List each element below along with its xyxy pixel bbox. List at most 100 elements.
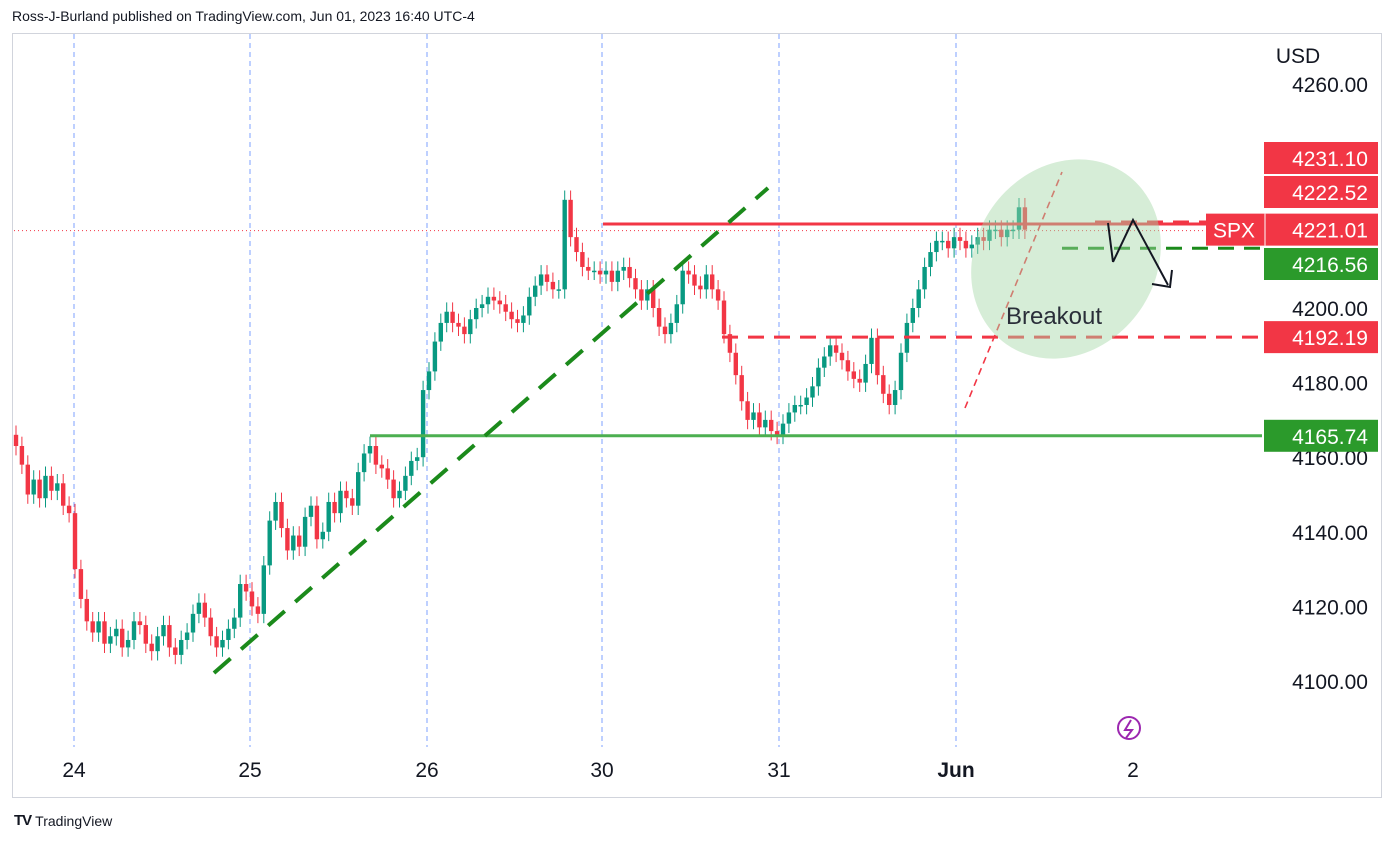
candle-body — [544, 274, 550, 282]
candle-body — [934, 240, 939, 253]
candle-body — [999, 229, 1004, 238]
candle-body — [184, 632, 190, 640]
candle-body — [833, 345, 839, 353]
candle-body — [538, 274, 544, 286]
vertical-gridlines — [73, 34, 957, 747]
candle-body — [615, 270, 620, 282]
candle-body — [468, 319, 473, 335]
candle-body — [314, 505, 320, 540]
steep-trendline — [964, 171, 1063, 409]
candle-body — [533, 285, 538, 297]
candle-body — [1022, 207, 1028, 230]
x-tick-label: 26 — [415, 759, 438, 782]
price-label: 4216.56 — [1264, 248, 1378, 280]
candle-body — [361, 453, 367, 473]
candle-body — [592, 270, 597, 273]
candle-body — [66, 505, 72, 514]
candle-body — [946, 240, 951, 249]
price-labels: 4231.10 4222.52 SPX 4221.01 4216.56 4192.19 41… — [1206, 142, 1378, 452]
drawing-overlays: Breakout — [212, 159, 1262, 740]
candle-body — [721, 300, 727, 335]
candle-body — [556, 289, 561, 291]
candle-body — [196, 602, 202, 614]
candle-body — [1010, 229, 1016, 232]
candle-body — [491, 296, 497, 301]
candle-body — [232, 617, 237, 629]
candle-body — [739, 375, 744, 402]
candle-body — [474, 308, 479, 320]
candle-body — [19, 446, 25, 465]
candle-body — [898, 352, 904, 391]
candle-body — [190, 613, 196, 633]
candle-body — [710, 274, 715, 290]
breakout-zone — [971, 159, 1161, 359]
tradingview-brand: TradingView — [35, 812, 113, 829]
y-tick-label: 4120.00 — [1292, 596, 1368, 619]
candle-body — [149, 643, 154, 652]
lightning-icon — [1123, 719, 1134, 739]
candle-body — [456, 322, 461, 327]
candle-body — [704, 274, 709, 290]
candle-body — [940, 240, 945, 243]
candle-body — [845, 360, 851, 372]
candle-body — [108, 636, 113, 644]
chart-frame[interactable] — [12, 33, 1382, 798]
candle-body — [291, 535, 296, 551]
candle-body — [55, 483, 60, 491]
candle-body — [332, 501, 337, 514]
candle-body — [338, 490, 343, 514]
candle-body — [580, 252, 585, 267]
tradingview-footer[interactable]: TV TradingView — [14, 812, 112, 829]
candle-body — [131, 621, 137, 640]
candle-body — [698, 285, 703, 290]
candle-body — [214, 636, 219, 648]
candle-body — [220, 639, 225, 648]
candle-body — [780, 423, 786, 435]
breakout-annotation: Breakout — [1006, 303, 1102, 330]
candle-body — [804, 397, 809, 405]
candle-body — [969, 244, 974, 249]
candle-body — [763, 419, 768, 428]
candle-body — [928, 252, 933, 267]
candle-body — [975, 237, 980, 245]
candle-body — [208, 617, 213, 637]
candle-body — [344, 490, 349, 499]
candle-body — [226, 628, 231, 640]
candle-body — [243, 584, 249, 592]
candle-body — [828, 345, 833, 357]
candle-body — [308, 505, 314, 517]
candle-body — [320, 531, 325, 540]
candle-body — [479, 304, 485, 308]
candle-body — [910, 308, 915, 323]
candle-body — [869, 337, 874, 364]
x-tick-label: 31 — [767, 759, 790, 782]
candle-body — [857, 378, 862, 383]
y-tick-label: 4200.00 — [1292, 298, 1368, 321]
candle-body — [515, 319, 520, 323]
candle-body — [255, 606, 261, 614]
projection-path — [1112, 217, 1169, 286]
candle-body — [385, 468, 390, 480]
candle-body — [662, 326, 668, 335]
x-tick-label: 25 — [238, 759, 261, 782]
publish-attribution: Ross-J-Burland published on TradingView.… — [12, 8, 475, 24]
candle-body — [90, 621, 95, 633]
x-tick-label: 2 — [1127, 759, 1139, 782]
time-axis: 24 25 26 30 31 Jun 2 — [62, 759, 1139, 782]
candle-body — [586, 266, 591, 271]
candle-body — [179, 639, 184, 655]
projection-drop — [1107, 222, 1114, 263]
candle-body — [43, 475, 48, 499]
candle-body — [639, 289, 644, 301]
price-axis: USD 4260.00 4200.00 4180.00 4160.00 4140.00 41… — [1276, 45, 1368, 694]
price-label: 4165.74 — [1264, 419, 1378, 452]
candle-body — [125, 639, 131, 648]
candle-body — [49, 475, 54, 491]
candle-body — [379, 464, 384, 469]
candle-body — [173, 647, 178, 655]
candle-body — [403, 475, 408, 491]
price-label-box — [1264, 419, 1378, 452]
candle-body — [249, 591, 255, 607]
price-label-spx: SPX 4221.01 — [1206, 213, 1378, 246]
